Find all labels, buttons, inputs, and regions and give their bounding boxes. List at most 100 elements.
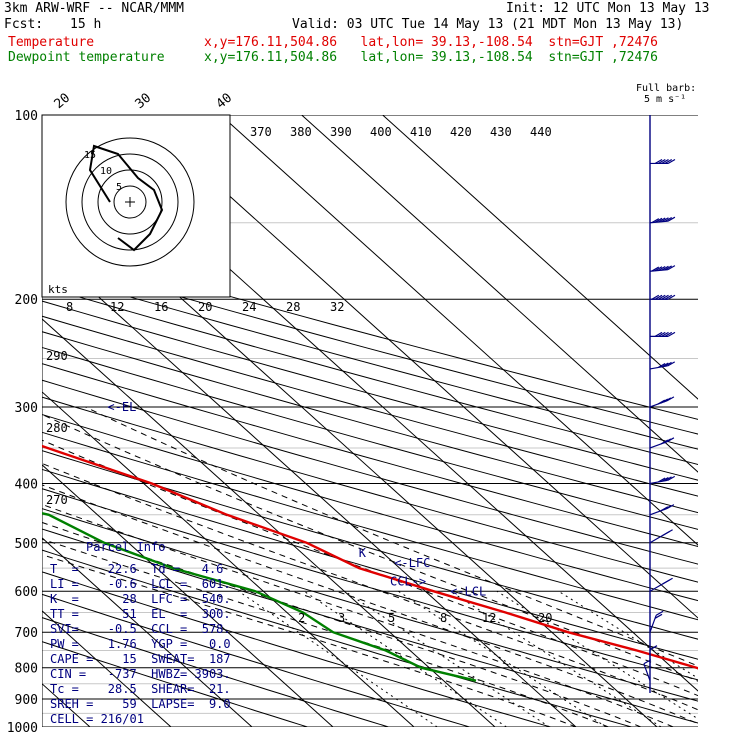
pressure-tick-label: 300 <box>15 401 38 416</box>
isotherm <box>139 115 698 619</box>
level-marker: K <box>359 546 367 560</box>
dry-adiabat <box>42 593 472 727</box>
temperature-location: x,y=176.11,504.86 lat,lon= 39.13,-108.54… <box>204 35 658 50</box>
dry-adiabat <box>42 363 698 548</box>
moist-adiabat <box>42 503 674 727</box>
wind-barb-layer <box>643 115 676 694</box>
mixing-ratio-label: 5 <box>388 611 395 625</box>
wind-barb-flag <box>657 217 666 223</box>
pressure-tick-label: 1000 <box>7 721 38 736</box>
wind-barb-flag <box>661 362 669 368</box>
parcel-info-panel: Parcel Info T = 22.6 Td = 4.6 LI = -0.6 … <box>38 538 238 728</box>
wind-barb-flag <box>661 331 669 337</box>
hodograph-frame <box>41 114 231 298</box>
dry-adiabat <box>42 450 698 640</box>
parcel-row: SVI= -0.5 CCL = 578. <box>50 622 231 636</box>
pressure-tick-label: 700 <box>15 626 38 641</box>
dewpoint-legend: Dewpoint temperature <box>8 50 165 65</box>
forecast-label: Fcst: <box>4 17 44 32</box>
hodograph-ring <box>113 185 147 219</box>
wind-barb-flag <box>651 218 660 224</box>
dry-adiabat <box>42 488 698 681</box>
wind-barb-flag <box>651 266 660 272</box>
theta-label: 410 <box>410 125 432 139</box>
wind-barb-flag <box>651 294 660 300</box>
mixing-ratio-label: 2 <box>298 611 305 625</box>
mixing-ratio-label: 12 <box>110 300 124 314</box>
wind-barb-flag <box>660 506 669 512</box>
mixing-ratio-label: 20 <box>198 300 212 314</box>
isotherm-label: 20 <box>52 91 74 113</box>
wind-barb-flag <box>654 613 663 619</box>
wind-barb-flag <box>655 610 664 616</box>
theta-label: 430 <box>490 125 512 139</box>
wind-barb-flag <box>661 476 669 482</box>
wind-barb-flag <box>657 363 666 369</box>
moist-adiabat <box>42 439 698 697</box>
parcel-row: Tc = 28.5 SHEAR= 21. <box>50 682 231 696</box>
dry-adiabat <box>42 285 698 465</box>
wind-barb-flag <box>664 476 672 482</box>
theta-label-left: 270 <box>46 493 68 507</box>
hodograph-ring <box>65 137 195 267</box>
dry-adiabat <box>42 508 698 702</box>
wind-barb-flag <box>660 439 669 445</box>
wind-barb-flag <box>667 294 676 300</box>
parcel-row: K = 28 LFC = 540. <box>50 592 231 606</box>
moist-adiabat <box>42 554 577 727</box>
wind-barb-flag <box>664 331 673 337</box>
wind-barb-flag <box>661 158 669 164</box>
wind-barb-flag <box>662 579 671 585</box>
theta-label: 380 <box>290 125 312 139</box>
wind-barb-flag <box>654 294 663 300</box>
isotherm <box>42 318 496 727</box>
wind-barb-flag <box>667 216 676 222</box>
isotherm <box>0 115 9 727</box>
theta-label: 440 <box>530 125 552 139</box>
wind-barb-flag <box>643 659 652 665</box>
hodograph-trace <box>88 144 164 252</box>
mixing-ratio-label: 12 <box>482 611 496 625</box>
init-time: Init: 12 UTC Mon 13 May 13 <box>506 1 710 16</box>
wind-barb <box>643 663 651 681</box>
mixing-ratio-line <box>344 590 550 727</box>
theta-label-left: 290 <box>46 349 68 363</box>
dry-adiabat <box>42 396 698 583</box>
wind-barb-flag <box>664 265 673 271</box>
wind-barb-flag <box>664 361 672 367</box>
temperature-profile <box>42 444 698 670</box>
wind-barb-flag <box>654 266 663 272</box>
isotherm <box>382 115 698 400</box>
mixing-ratio-label: 24 <box>242 300 256 314</box>
isotherm <box>42 245 577 727</box>
dry-adiabat <box>42 468 698 660</box>
pressure-tick-label: 400 <box>15 477 38 492</box>
mixing-ratio-label: 16 <box>154 300 168 314</box>
wind-barb-flag <box>649 645 658 651</box>
theta-label-left: 280 <box>46 421 68 435</box>
pressure-tick-label: 500 <box>15 537 38 552</box>
dry-adiabat <box>42 346 698 530</box>
wind-barb-flag <box>654 217 663 223</box>
wind-barb-flag <box>667 265 676 271</box>
wind-barb-flag <box>664 158 673 164</box>
barb-legend-line2: 5 m s⁻¹ <box>644 94 687 105</box>
parcel-row: CELL = 216/01 <box>50 712 144 726</box>
theta-label: 390 <box>330 125 352 139</box>
mixing-ratio-label: 28 <box>286 300 300 314</box>
moist-adiabat <box>42 462 698 711</box>
isotherm <box>42 464 334 727</box>
level-marker: <-LCL <box>450 585 486 599</box>
temperature-legend: Temperature <box>8 35 95 50</box>
dry-adiabat <box>42 257 698 435</box>
mixing-ratio-label: 20 <box>538 611 552 625</box>
isotherm-label: 30 <box>133 91 155 113</box>
wind-barb-flag <box>657 477 666 483</box>
parcel-row: CIN = -737 HWBZ= 3903. <box>50 667 231 681</box>
parcel-info-title: Parcel Info <box>86 540 166 554</box>
wind-barb-flag <box>657 294 666 300</box>
wind-barb-flag <box>657 331 666 337</box>
hodograph: kts 5 10 15 <box>41 114 231 298</box>
pressure-tick-label: 200 <box>15 293 38 308</box>
